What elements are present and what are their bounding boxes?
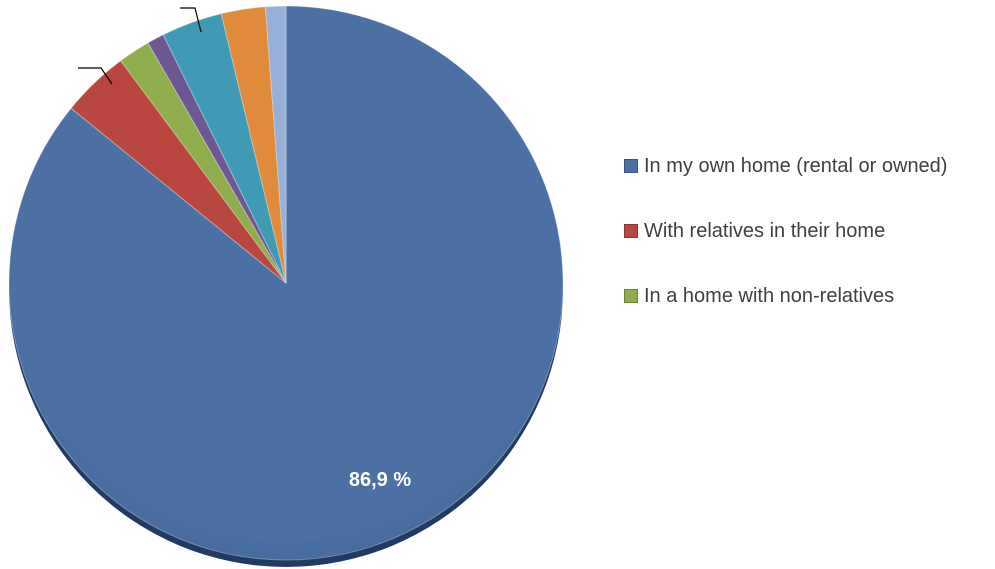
legend-item: In a home with non-relatives: [624, 282, 947, 310]
legend-swatch: [624, 289, 638, 303]
legend: In my own home (rental or owned) With re…: [624, 152, 947, 347]
legend-label: In a home with non-relatives: [644, 284, 895, 307]
leader-lines: [78, 7, 202, 85]
legend-item: With relatives in their home: [624, 217, 947, 245]
slice-value-label: 86,9 %: [349, 469, 411, 491]
leader-line: [180, 7, 202, 33]
legend-item: In my own home (rental or owned): [624, 152, 947, 180]
legend-label: In my own home (rental or owned): [644, 154, 948, 177]
legend-label: With relatives in their home: [644, 219, 886, 242]
legend-swatch: [624, 224, 638, 238]
slice-labels: 86,9 %: [349, 469, 411, 491]
legend-swatch: [624, 159, 638, 173]
leader-line: [78, 67, 113, 85]
pie-slices: [8, 5, 564, 561]
